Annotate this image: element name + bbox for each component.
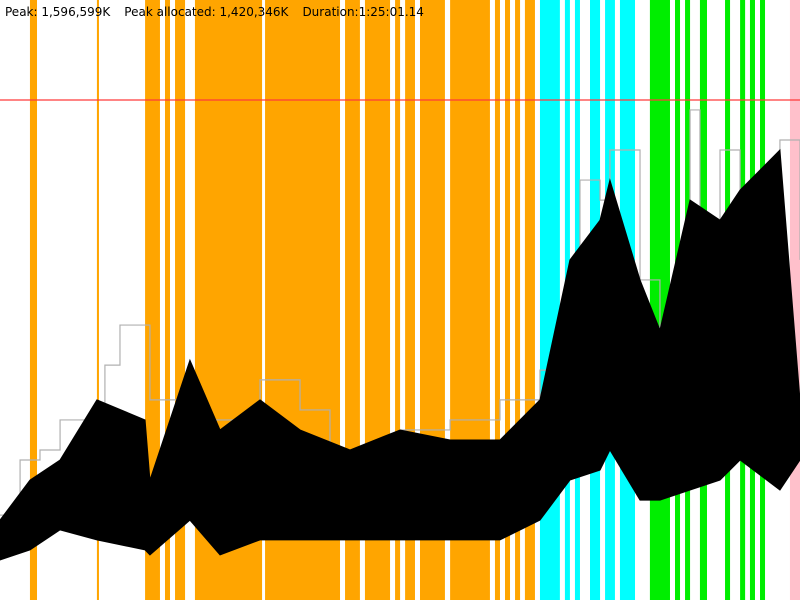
band-orange [175,0,186,600]
used-memory-area [0,148,800,561]
allocated-line [0,109,800,516]
series-lines [0,99,800,561]
stats-bar: Peak: 1,596,599K Peak allocated: 1,420,34… [5,5,438,19]
band-orange [504,0,511,600]
band-orange [405,0,415,600]
band-orange [515,0,521,600]
band-orange [96,0,99,600]
band-orange [494,0,500,600]
band-orange [524,0,535,600]
peak-allocated-label: Peak allocated: 1,420,346K [124,5,289,19]
band-orange [395,0,401,600]
band-orange [164,0,171,600]
peak-label: Peak: 1,596,599K [5,5,111,19]
band-orange [145,0,160,600]
band-orange [29,0,38,600]
duration-label: Duration:1:25:01.14 [302,5,424,19]
band-pink [789,0,800,600]
